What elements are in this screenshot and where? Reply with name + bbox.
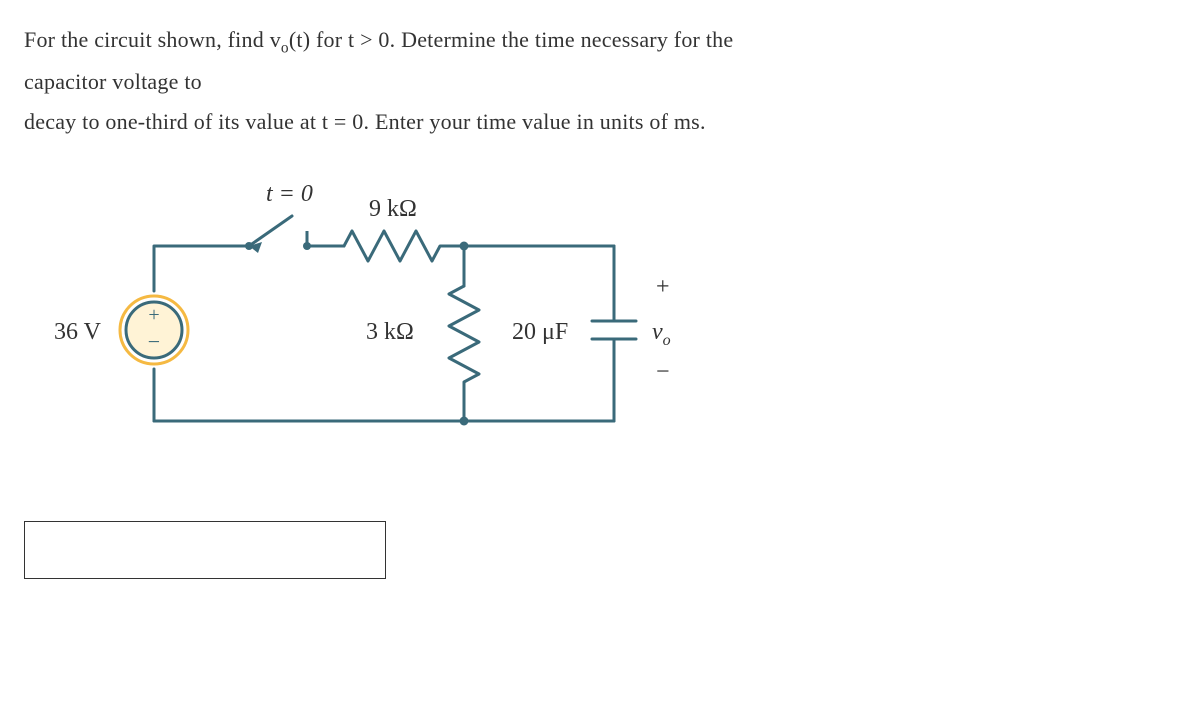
vo-minus: − (656, 359, 670, 385)
source-label: 36 V (54, 319, 102, 345)
vo-plus: + (656, 274, 670, 300)
problem-line-1: For the circuit shown, find vo(t) for t … (24, 20, 1176, 62)
v-subscript: o (281, 39, 289, 56)
circuit-diagram: + − t = 0 9 kΩ 3 kΩ 20 μF 36 V + vo − (44, 161, 744, 491)
vo-label: vo (652, 319, 671, 349)
text-fragment: For the circuit shown, find (24, 27, 270, 52)
svg-text:−: − (148, 329, 160, 354)
svg-text:+: + (148, 304, 159, 326)
problem-line-3: decay to one-third of its value at t = 0… (24, 102, 1176, 142)
switch-label: t = 0 (266, 181, 313, 207)
problem-statement: For the circuit shown, find vo(t) for t … (24, 20, 1176, 141)
text-fragment: (t) for t > 0. Determine the time necess… (289, 27, 734, 52)
answer-input[interactable] (24, 521, 386, 579)
voltage-source: + − (120, 296, 188, 364)
r1-label: 9 kΩ (369, 196, 417, 222)
r2-label: 3 kΩ (366, 319, 414, 345)
vo-symbol: vo (270, 27, 289, 52)
problem-line-2: capacitor voltage to (24, 62, 1176, 102)
v-letter: v (270, 27, 281, 52)
c-label: 20 μF (512, 319, 568, 345)
